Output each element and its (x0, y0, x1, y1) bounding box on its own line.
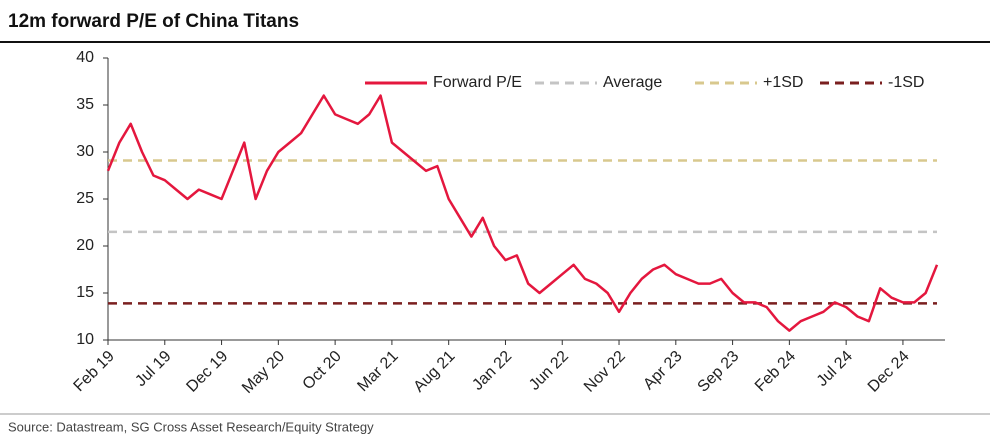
y-tick-label: 10 (76, 331, 94, 348)
y-tick-label: 25 (76, 190, 94, 207)
x-tick-label: Mar 21 (354, 348, 401, 395)
chart-title: 12m forward P/E of China Titans (8, 11, 299, 32)
x-tick-label: Jan 22 (469, 348, 515, 394)
y-tick-label: 40 (76, 49, 94, 66)
source: Source: Datastream, SG Cross Asset Resea… (8, 419, 374, 434)
x-tick-label: Feb 24 (752, 348, 799, 395)
y-tick-label: 35 (76, 96, 94, 113)
y-tick-label: 20 (76, 237, 94, 254)
y-tick-label: 30 (76, 143, 94, 160)
x-tick-label: Jul 24 (814, 348, 856, 390)
x-tick-label: Apr 23 (640, 348, 685, 393)
x-tick-label: May 20 (239, 348, 288, 397)
x-tick-label: Jul 19 (132, 348, 174, 390)
x-tick-label: Sep 23 (695, 348, 743, 396)
x-tick-label: Oct 20 (300, 348, 345, 393)
y-tick-label: 15 (76, 284, 94, 301)
legend-label: Average (603, 74, 662, 91)
legend-label: -1SD (888, 74, 924, 91)
series-line (106, 94, 939, 332)
x-tick-label: Feb 19 (71, 348, 118, 395)
x-tick-label: Dec 19 (183, 348, 231, 396)
x-tick-label: Dec 24 (865, 348, 913, 396)
x-tick-label: Aug 21 (411, 348, 459, 396)
legend-label: +1SD (763, 74, 803, 91)
x-tick-label: Jun 22 (526, 348, 572, 394)
legend-label: Forward P/E (433, 74, 522, 91)
x-tick-label: Nov 22 (581, 348, 629, 396)
